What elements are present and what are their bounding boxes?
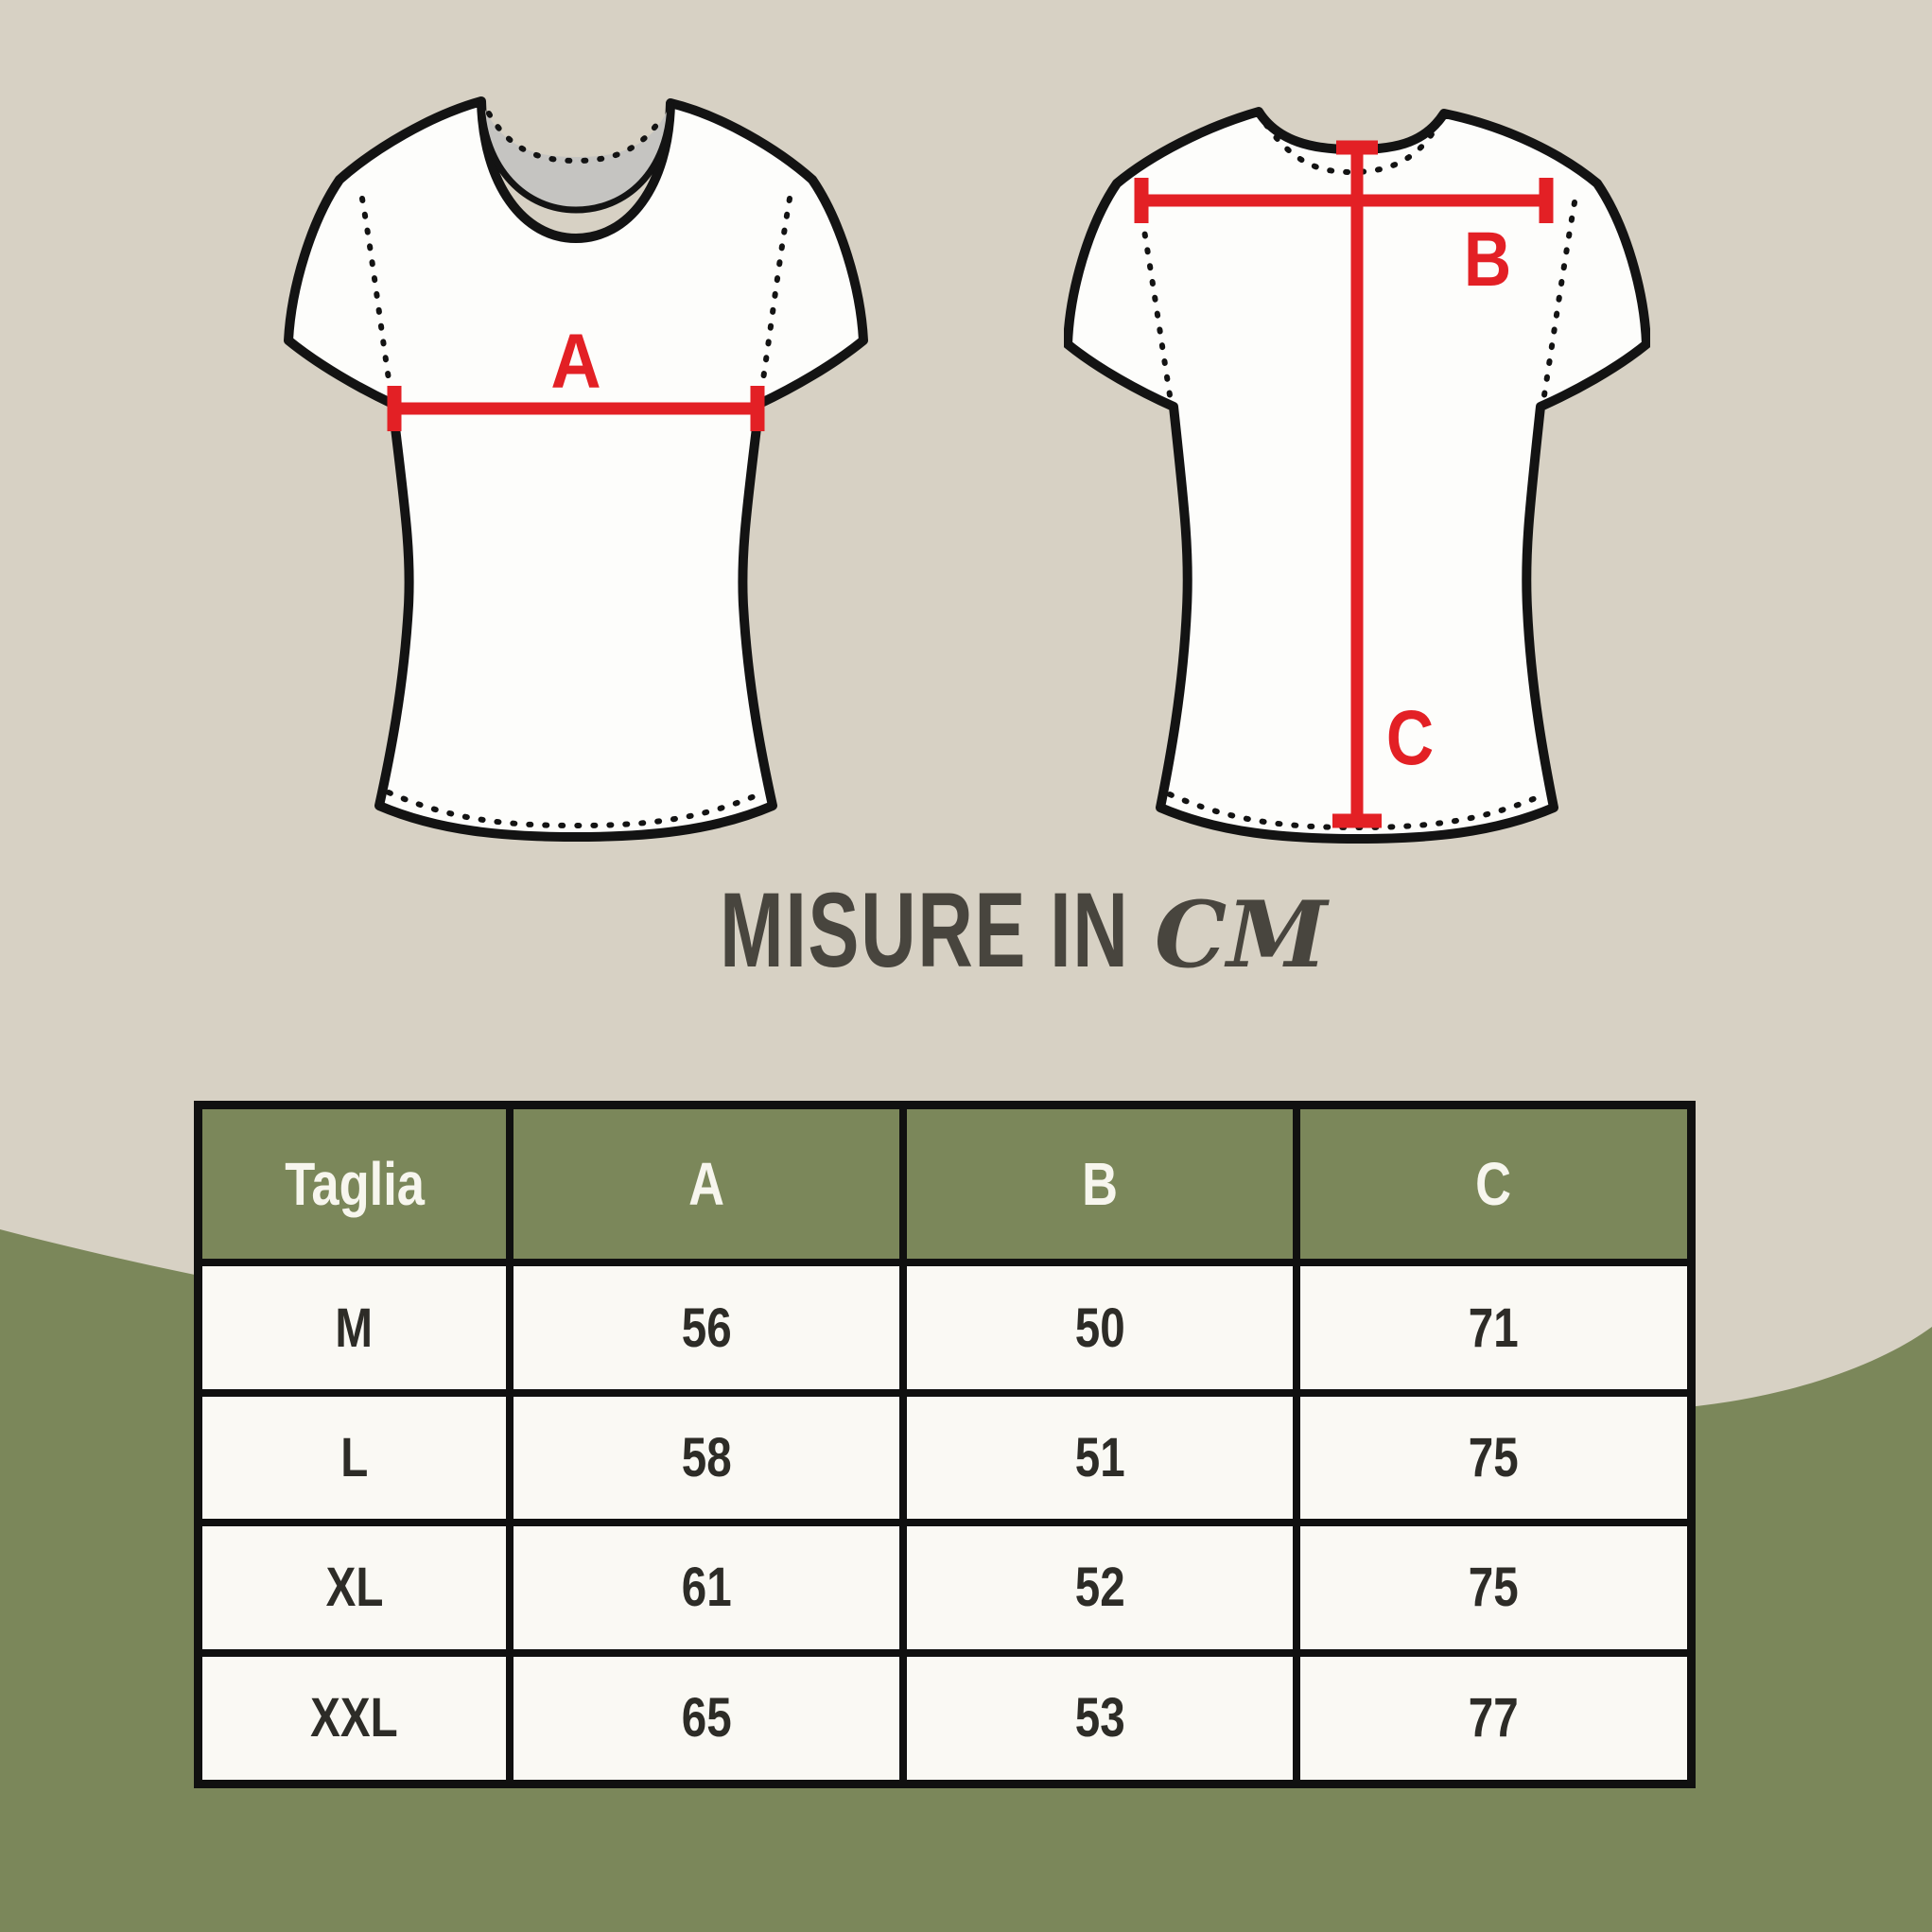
- table-cell-size-l: L: [202, 1396, 507, 1520]
- cell-value: 52: [1074, 1557, 1125, 1619]
- cell-value: 75: [1469, 1557, 1519, 1619]
- table-cell-xl-b: 52: [907, 1526, 1294, 1649]
- cell-value: 50: [1074, 1297, 1125, 1359]
- header-label: Taglia: [284, 1150, 425, 1219]
- table-cell-xl-c: 75: [1300, 1526, 1687, 1649]
- collar-band-line: [478, 100, 674, 214]
- cell-value: M: [335, 1297, 374, 1359]
- measure-c-label: C: [1386, 695, 1434, 782]
- cell-value: XL: [325, 1557, 384, 1619]
- table-cell-xxl-b: 53: [907, 1656, 1294, 1780]
- left-sleeve-seam: [1137, 200, 1173, 398]
- right-sleeve-seam: [758, 196, 792, 394]
- right-sleeve-seam: [1541, 200, 1577, 398]
- cell-value: 75: [1469, 1426, 1519, 1488]
- neck-opening: [481, 101, 670, 210]
- measure-a-label: A: [550, 317, 600, 405]
- table-cell-xl-a: 61: [513, 1526, 900, 1649]
- table-header-a: A: [513, 1109, 900, 1260]
- table-cell-m-a: 56: [513, 1266, 900, 1389]
- cell-value: L: [340, 1426, 369, 1488]
- cell-value: XXL: [310, 1687, 398, 1749]
- table-header-taglia: Taglia: [202, 1109, 507, 1260]
- tshirt-back-diagram: B C: [1064, 107, 1650, 844]
- left-sleeve-seam: [359, 196, 393, 394]
- tshirt-front-outline: [284, 96, 868, 842]
- header-label: A: [688, 1150, 725, 1219]
- table-header-b: B: [907, 1109, 1294, 1260]
- cell-value: 61: [681, 1557, 732, 1619]
- table-cell-size-xxl: XXL: [202, 1656, 507, 1780]
- page-title: MISURE IN CM: [0, 871, 1932, 990]
- table-cell-xxl-c: 77: [1300, 1656, 1687, 1780]
- cell-value: 56: [681, 1297, 732, 1359]
- table-cell-size-xl: XL: [202, 1526, 507, 1649]
- table-cell-size-m: M: [202, 1266, 507, 1389]
- measure-b-label: B: [1464, 217, 1511, 304]
- cell-value: 58: [681, 1426, 732, 1488]
- tshirt-front-diagram: A: [284, 96, 868, 842]
- title-unit-label: CM: [1154, 881, 1328, 988]
- hem-stitch-line: [386, 790, 766, 829]
- table-cell-l-b: 51: [907, 1396, 1294, 1520]
- cell-value: 77: [1469, 1687, 1519, 1749]
- cell-value: 71: [1469, 1297, 1519, 1359]
- title-text: MISURE IN: [720, 871, 1130, 990]
- cell-value: 65: [681, 1687, 732, 1749]
- table-cell-l-a: 58: [513, 1396, 900, 1520]
- cell-value: 53: [1074, 1687, 1125, 1749]
- table-cell-m-b: 50: [907, 1266, 1294, 1389]
- header-label: C: [1475, 1150, 1512, 1219]
- neck-stitch-line: [486, 111, 666, 165]
- header-label: B: [1082, 1150, 1119, 1219]
- table-cell-m-c: 71: [1300, 1266, 1687, 1389]
- table-cell-l-c: 75: [1300, 1396, 1687, 1520]
- size-chart-table: Taglia A B C M 56 50 71 L 58 51 75 XL 61…: [194, 1101, 1696, 1788]
- cell-value: 51: [1074, 1426, 1125, 1488]
- table-header-c: C: [1300, 1109, 1687, 1260]
- table-cell-xxl-a: 65: [513, 1656, 900, 1780]
